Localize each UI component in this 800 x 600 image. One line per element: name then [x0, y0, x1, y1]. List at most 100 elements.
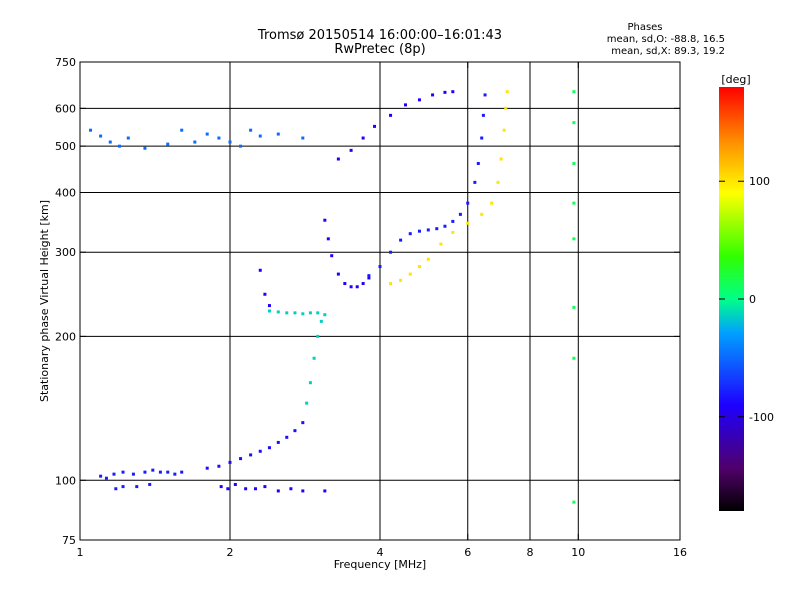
data-point	[89, 128, 93, 132]
data-point	[355, 285, 359, 289]
x-tick-label: 6	[464, 546, 471, 559]
data-point	[228, 140, 232, 144]
y-axis-label: Stationary phase Virtual Height [km]	[38, 200, 51, 402]
data-point	[426, 257, 430, 261]
data-point	[466, 221, 470, 225]
data-point	[312, 356, 316, 360]
data-point	[244, 487, 248, 491]
data-point	[378, 265, 382, 269]
data-point	[226, 487, 230, 491]
data-point	[572, 305, 576, 309]
data-point	[249, 453, 253, 457]
data-point	[572, 161, 576, 165]
data-point	[361, 136, 365, 140]
data-point	[417, 98, 421, 102]
data-point	[572, 500, 576, 504]
data-point	[217, 464, 221, 468]
data-point	[483, 93, 487, 97]
data-point	[417, 265, 421, 269]
data-point	[258, 268, 262, 272]
data-point	[480, 136, 484, 140]
x-tick-label: 16	[673, 546, 687, 559]
data-point	[131, 472, 135, 476]
data-point	[349, 148, 353, 152]
data-point	[267, 309, 271, 313]
phase-stats-x: mean, sd,X: 89.3, 19.2	[611, 46, 725, 57]
x-axis-label: Frequency [MHz]	[334, 558, 426, 571]
y-tick-label: 600	[55, 102, 76, 115]
data-point	[572, 201, 576, 205]
data-point	[285, 435, 289, 439]
data-point	[151, 468, 155, 472]
data-point	[326, 237, 330, 241]
data-point	[451, 90, 455, 94]
data-point	[173, 472, 177, 476]
data-point	[276, 132, 280, 136]
data-point	[389, 282, 393, 286]
data-point	[323, 218, 327, 222]
data-point	[572, 356, 576, 360]
data-point	[158, 470, 162, 474]
data-point	[473, 180, 477, 184]
data-point	[112, 472, 116, 476]
y-tick-label: 300	[55, 246, 76, 259]
chart-title: Tromsø 20150514 16:00:00–16:01:43	[257, 28, 502, 43]
data-point	[301, 489, 305, 493]
data-point	[496, 180, 500, 184]
data-point	[349, 285, 353, 289]
colorbar-tick-label: 0	[749, 293, 756, 306]
data-point	[301, 136, 305, 140]
x-tick-label: 1	[77, 546, 84, 559]
data-point	[114, 487, 118, 491]
data-point	[323, 489, 327, 493]
data-point	[276, 440, 280, 444]
data-point	[205, 466, 209, 470]
y-tick-label: 750	[55, 56, 76, 69]
chart-subtitle: RwPretec (8p)	[334, 42, 425, 57]
data-point	[193, 140, 197, 144]
data-point	[502, 128, 506, 132]
data-point	[316, 311, 320, 315]
data-point	[367, 274, 371, 278]
data-point	[104, 476, 108, 480]
data-point	[336, 157, 340, 161]
data-point	[263, 485, 267, 489]
data-point	[253, 487, 257, 491]
data-point	[148, 482, 152, 486]
data-point	[480, 212, 484, 216]
data-point	[166, 142, 170, 146]
data-point	[239, 457, 243, 461]
data-points	[89, 90, 576, 504]
data-point	[451, 230, 455, 234]
x-axis-ticks: 1 2 4 6 8 10 16	[77, 62, 687, 559]
data-point	[476, 161, 480, 165]
data-point	[389, 113, 393, 117]
x-tick-label: 10	[571, 546, 585, 559]
x-tick-label: 4	[377, 546, 384, 559]
data-point	[367, 276, 371, 280]
data-point	[481, 113, 485, 117]
data-point	[263, 292, 267, 296]
data-point	[426, 228, 430, 232]
data-point	[505, 90, 509, 94]
data-point	[301, 421, 305, 425]
data-point	[399, 278, 403, 282]
data-point	[135, 485, 139, 489]
x-tick-label: 2	[227, 546, 234, 559]
data-point	[276, 489, 280, 493]
data-point	[443, 224, 447, 228]
data-point	[305, 401, 309, 405]
data-point	[219, 485, 223, 489]
data-point	[308, 381, 312, 385]
data-point	[451, 219, 455, 223]
data-point	[308, 311, 312, 315]
data-point	[166, 470, 170, 474]
data-point	[572, 237, 576, 241]
data-point	[458, 212, 462, 216]
colorbar-label: [deg]	[721, 73, 750, 86]
data-point	[301, 312, 305, 316]
data-point	[408, 232, 412, 236]
data-point	[258, 134, 262, 138]
data-point	[399, 238, 403, 242]
data-point	[443, 90, 447, 94]
